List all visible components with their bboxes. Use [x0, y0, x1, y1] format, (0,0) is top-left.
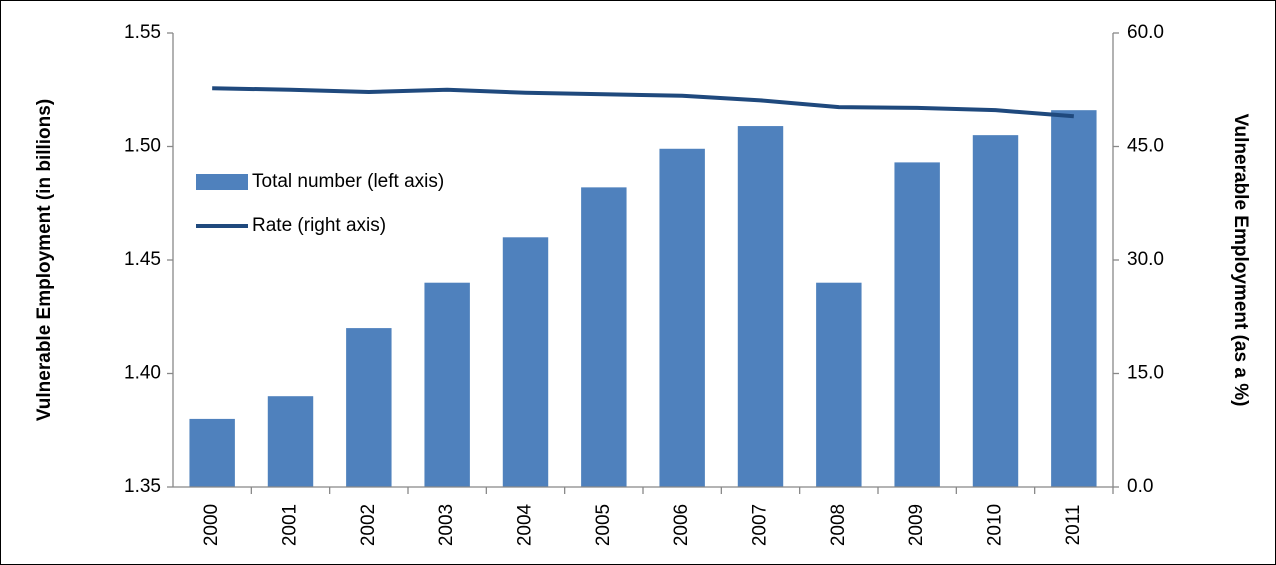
y2-tick-label: 15.0 — [1127, 363, 1164, 384]
y-tick-label: 1.45 — [124, 249, 161, 270]
y2-tick-label: 45.0 — [1127, 136, 1164, 157]
y-axis-title: Vulnerable Employment (in billions) — [34, 99, 55, 421]
legend-swatch — [196, 174, 248, 190]
x-tick-label: 2007 — [750, 504, 771, 546]
y-tick-label: 1.40 — [124, 363, 161, 384]
y2-axis-title: Vulnerable Employment (as a %) — [1230, 114, 1251, 407]
bar — [816, 282, 862, 487]
x-tick-label: 2009 — [906, 504, 927, 546]
bar — [972, 135, 1019, 487]
bar — [502, 237, 549, 487]
legend-label: Rate (right axis) — [252, 215, 386, 236]
bar — [189, 418, 235, 487]
legend-label: Total number (left axis) — [252, 171, 444, 192]
bar — [737, 126, 784, 487]
bar — [267, 396, 314, 487]
x-tick-label: 2002 — [358, 504, 379, 546]
x-tick-label: 2004 — [515, 503, 536, 546]
bar — [581, 187, 627, 488]
y2-tick-label: 30.0 — [1127, 249, 1164, 270]
y-tick-label: 1.50 — [124, 136, 161, 157]
bar — [894, 162, 940, 487]
bar — [424, 282, 470, 487]
x-tick-label: 2005 — [593, 504, 614, 546]
bar — [1051, 110, 1097, 488]
x-tick-label: 2011 — [1063, 505, 1084, 546]
y2-tick-label: 60.0 — [1127, 22, 1164, 43]
x-tick-label: 2010 — [985, 504, 1006, 546]
x-tick-label: 2001 — [280, 504, 301, 546]
bar — [659, 148, 705, 487]
x-tick-label: 2006 — [671, 504, 692, 546]
y2-tick-label: 0.0 — [1127, 476, 1153, 497]
x-tick-label: 2003 — [436, 504, 457, 546]
line — [212, 86, 1074, 119]
y-tick-label: 1.55 — [124, 22, 161, 43]
x-tick-label: 2008 — [828, 504, 849, 546]
bar — [346, 328, 392, 487]
x-tick-label: 2000 — [201, 504, 222, 546]
y-tick-label: 1.35 — [124, 476, 161, 497]
